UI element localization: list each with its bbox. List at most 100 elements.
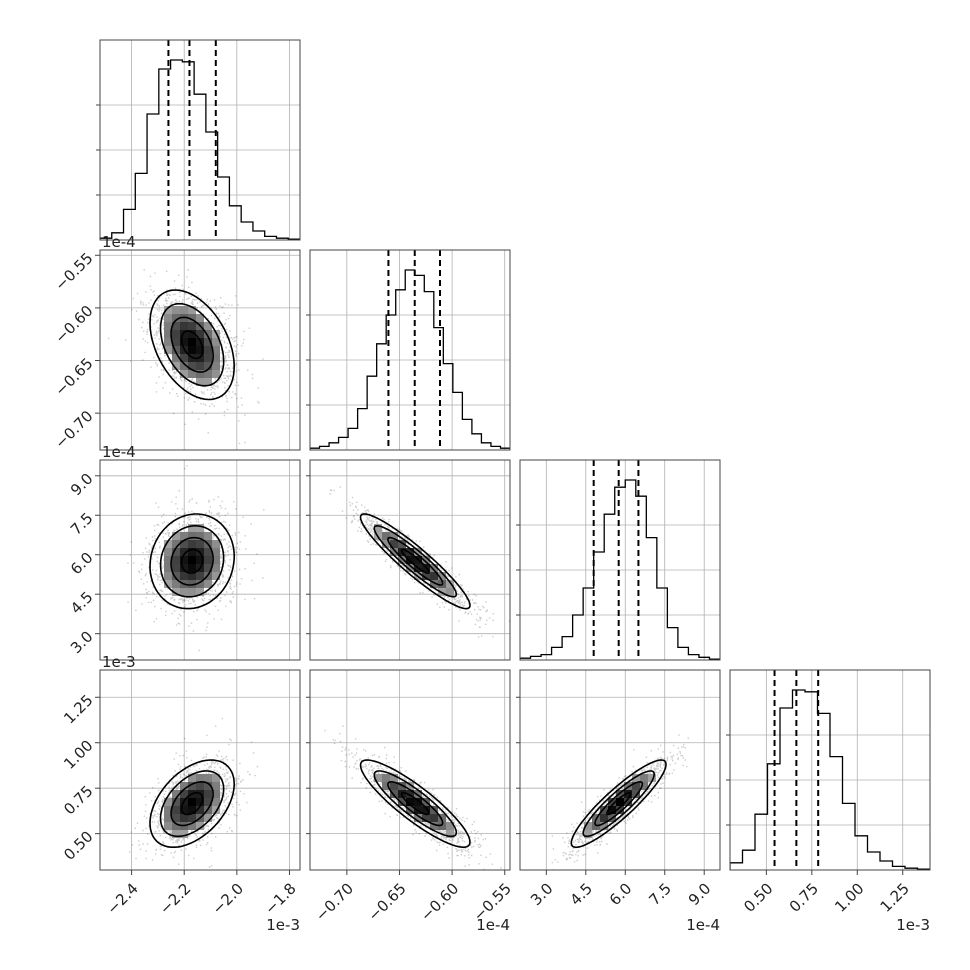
ytick-label-1-1: −0.65 — [51, 354, 96, 399]
hist-panel-2 — [520, 460, 720, 660]
density-cell — [164, 540, 172, 548]
density-cell — [188, 362, 196, 370]
density-cell — [616, 806, 624, 814]
density-cell — [640, 774, 648, 782]
contour-2-1-0 — [400, 548, 430, 575]
scatter-points-1-0 — [108, 269, 264, 445]
density-cell — [382, 532, 390, 540]
density-cell — [632, 790, 640, 798]
frame-1-0 — [99, 249, 301, 451]
density-cell — [374, 524, 382, 532]
panel-3-0 — [100, 670, 300, 870]
frame-2-2 — [519, 459, 721, 661]
density-cell — [422, 814, 430, 822]
density-cell — [196, 556, 204, 564]
density-cell — [188, 306, 196, 314]
density-cell — [188, 806, 196, 814]
density-cell — [204, 548, 212, 556]
density-cell — [180, 540, 188, 548]
density-cell — [212, 782, 220, 790]
density-cell — [382, 540, 390, 548]
density-cell — [414, 798, 422, 806]
contour-3-0-1 — [170, 780, 214, 827]
density-cell — [204, 798, 212, 806]
density-cell — [406, 798, 414, 806]
density-cell — [204, 580, 212, 588]
density-cell — [204, 782, 212, 790]
density-cell — [382, 774, 390, 782]
density-cell — [188, 588, 196, 596]
density-cell — [624, 798, 632, 806]
y-offset-label-3: 1e-3 — [102, 653, 136, 671]
ytick-label-3-2: 1.00 — [60, 737, 96, 773]
density-cell — [188, 564, 196, 572]
contour-3-1-0 — [400, 791, 430, 816]
xtick-label-0-0: −2.4 — [103, 880, 141, 918]
contour-3-0-0 — [180, 791, 204, 816]
density-cell — [180, 806, 188, 814]
density-cell — [172, 814, 180, 822]
density-cell — [188, 338, 196, 346]
density-cell — [172, 314, 180, 322]
contour-3-0-3 — [149, 759, 236, 848]
density-cell — [212, 346, 220, 354]
frame-2-1 — [309, 459, 511, 661]
density-cell — [188, 580, 196, 588]
contour-3-2-0 — [605, 791, 632, 816]
density-cell — [188, 524, 196, 532]
xtick-label-2-3: 7.5 — [645, 880, 675, 910]
density-cell — [406, 782, 414, 790]
xtick-label-0-2: −2.0 — [209, 880, 247, 918]
hist-panel-1 — [310, 250, 510, 450]
density-cell — [164, 556, 172, 564]
xtick-label-3-0: 0.50 — [740, 880, 776, 916]
density-cell — [180, 322, 188, 330]
histogram-3 — [730, 689, 930, 870]
density-cell — [196, 314, 204, 322]
density-cell — [584, 822, 592, 830]
density-cell — [398, 556, 406, 564]
x-offset-label-0: 1e-3 — [266, 916, 300, 934]
density-cell — [382, 782, 390, 790]
density-cell — [406, 564, 414, 572]
density-cell — [188, 322, 196, 330]
frame-1-1 — [309, 249, 511, 451]
density-cell — [196, 330, 204, 338]
density-cell — [430, 822, 438, 830]
density-cell — [196, 540, 204, 548]
density-cell — [172, 306, 180, 314]
density-cell — [204, 362, 212, 370]
density-cell — [172, 330, 180, 338]
density-cell — [172, 798, 180, 806]
density-cell — [204, 814, 212, 822]
density-cell — [422, 806, 430, 814]
ytick-label-3-0: 0.50 — [60, 827, 96, 863]
density-cell — [180, 370, 188, 378]
density-cell — [422, 556, 430, 564]
density-cell — [196, 370, 204, 378]
density-cell — [196, 532, 204, 540]
density-cell — [406, 548, 414, 556]
density-cell — [390, 774, 398, 782]
panel-3-2 — [520, 670, 720, 870]
contour-2-1-1 — [387, 536, 444, 586]
density-cell — [180, 564, 188, 572]
density-cell — [204, 774, 212, 782]
density-cell — [584, 830, 592, 838]
ytick-label-2-1: 4.5 — [67, 588, 97, 618]
contour-1-0-0 — [180, 330, 204, 360]
density-cell — [188, 798, 196, 806]
frame-0-0 — [99, 39, 301, 241]
contour-3-2-2 — [582, 770, 656, 838]
ytick-label-1-0: −0.70 — [51, 407, 96, 452]
panel-1-0 — [100, 250, 300, 450]
contour-1-0-1 — [170, 316, 215, 373]
xtick-label-0-1: −2.2 — [156, 880, 194, 918]
density-cell — [172, 548, 180, 556]
contour-2-0-2 — [159, 525, 225, 598]
density-cell — [204, 338, 212, 346]
density-cell — [180, 330, 188, 338]
panel-2-0 — [100, 460, 300, 660]
density-cell — [172, 540, 180, 548]
